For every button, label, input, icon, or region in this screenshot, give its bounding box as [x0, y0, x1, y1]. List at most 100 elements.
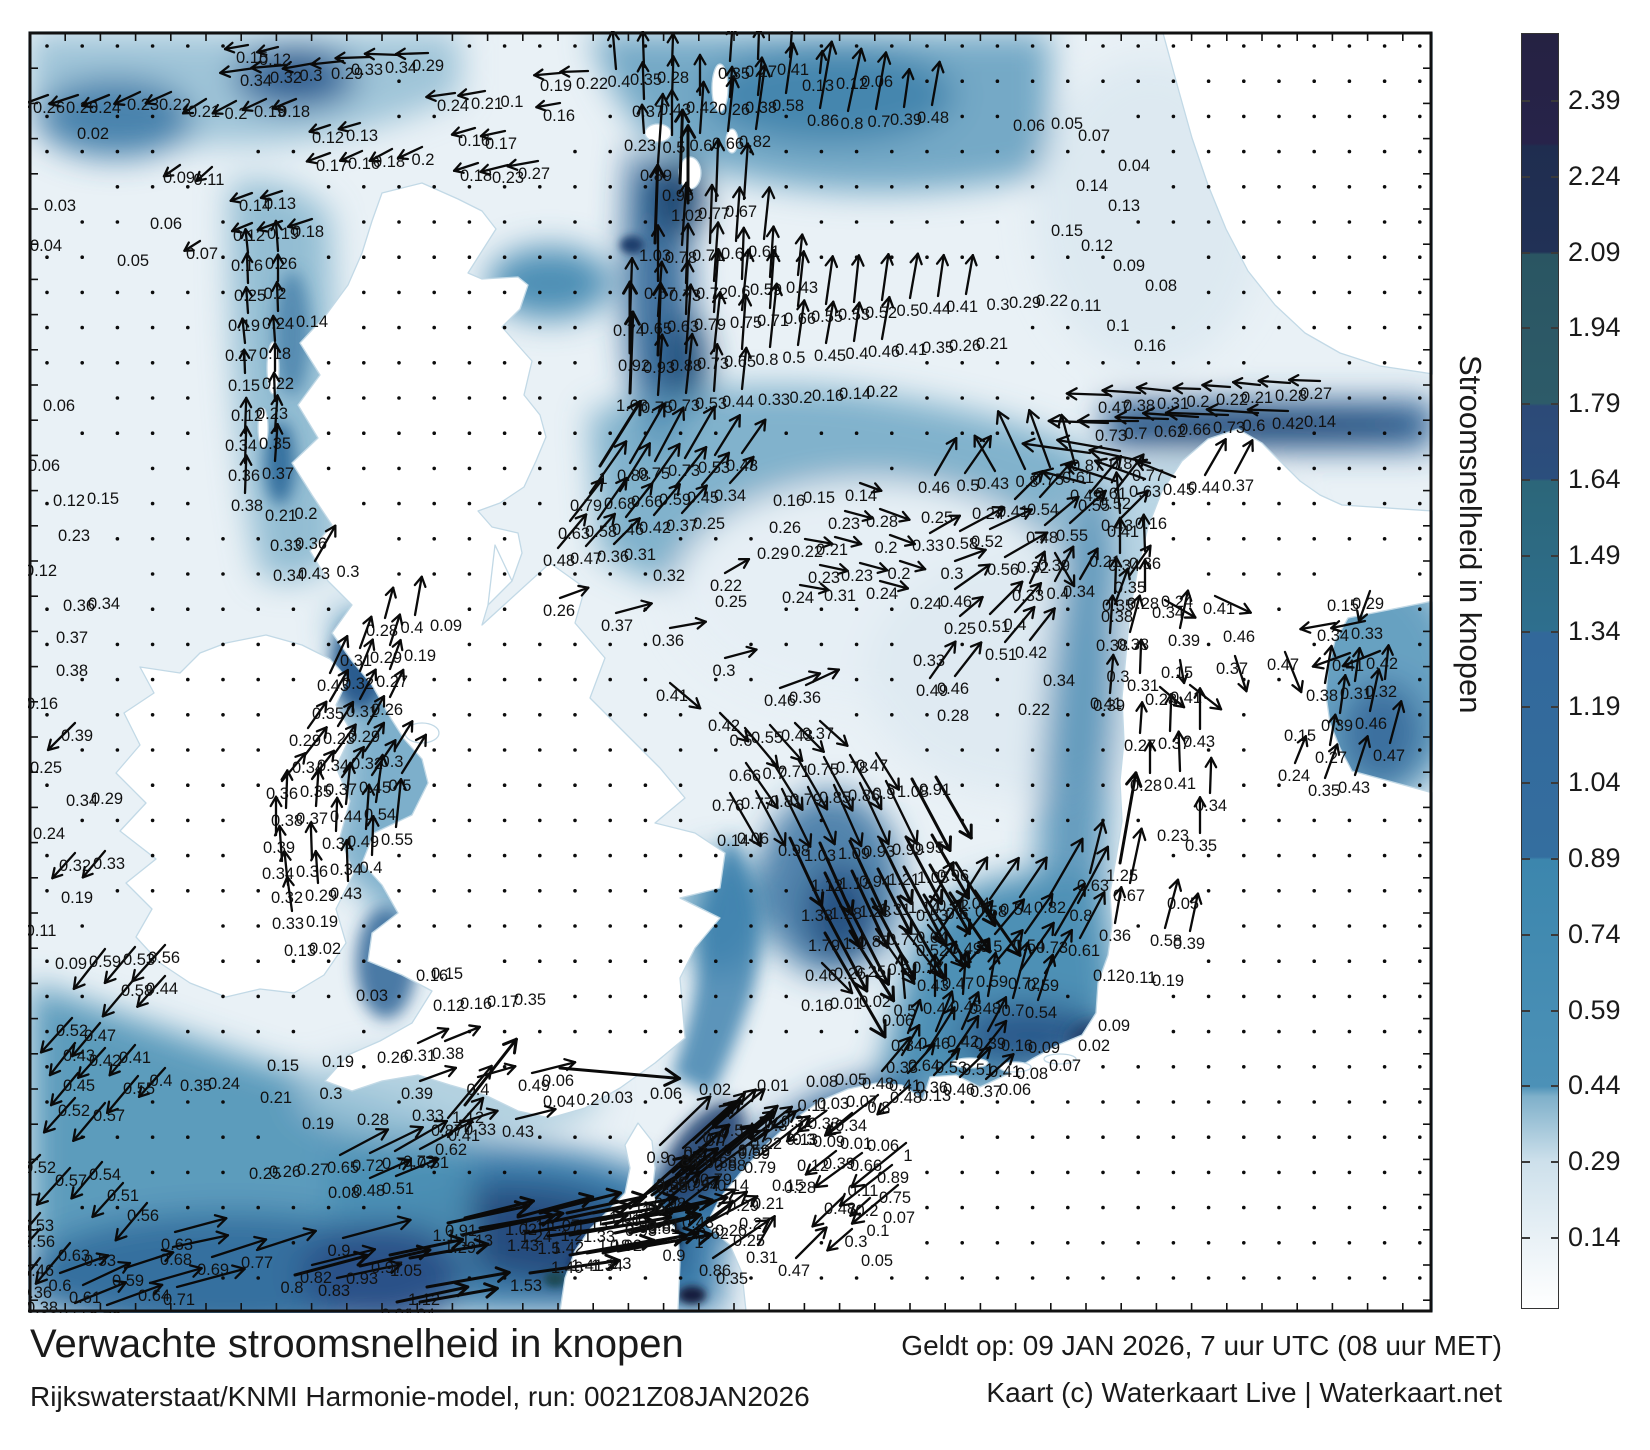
copyright-text: Kaart (c) Waterkaart Live | Waterkaart.n… [986, 1377, 1502, 1408]
colorbar-tick-mark [1522, 175, 1530, 178]
current-value-label: 0.22 [1036, 292, 1068, 310]
current-value-label: 0.8 [841, 115, 864, 133]
current-value-label: 0.44 [1188, 479, 1220, 497]
current-value-label: 0.06 [1013, 117, 1045, 135]
current-value-label: 1.3 [609, 1255, 632, 1273]
current-value-label: 0.21 [976, 335, 1008, 353]
land-norway [1162, 32, 1433, 375]
current-value-label: 1.34 [591, 1257, 623, 1275]
current-value-label: 0.15 [267, 1057, 299, 1075]
current-value-label: 0.12 [797, 1157, 829, 1175]
current-value-label: 0.83 [318, 1282, 350, 1300]
current-value-label: 0.35 [922, 339, 954, 357]
current-value-label: 0.21 [188, 103, 220, 121]
current-value-label: 0.62 [435, 1141, 467, 1159]
current-value-label: 0.48 [917, 109, 949, 127]
current-value-label: 0.45 [63, 1077, 95, 1095]
current-value-label: 0.44 [146, 980, 178, 998]
current-value-label: 0.7 [1002, 1002, 1025, 1020]
current-value-label: 0.26 [269, 1163, 301, 1181]
current-value-label: 1.23 [859, 903, 891, 921]
colorbar-tick-mark [1522, 630, 1530, 633]
land-ireland [115, 634, 355, 998]
current-value-label: 0.36 [1099, 927, 1131, 945]
current-value-label: 0.33 [758, 391, 790, 409]
current-value-label: 0.82 [300, 1269, 332, 1287]
current-value-label: 0.24 [208, 1075, 240, 1093]
current-value-label: 0.79 [790, 791, 822, 809]
current-value-label: 0.47 [1373, 747, 1405, 765]
current-value-label: 0.21 [752, 1195, 784, 1213]
current-value-label: 0.86 [807, 112, 839, 130]
current-value-label: 0.37 [56, 629, 88, 647]
current-value-label: 0.25 [944, 620, 976, 638]
current-value-label: 0.57 [93, 1107, 125, 1125]
current-value-label: 0.36 [296, 863, 328, 881]
current-value-label: 0.37 [1222, 477, 1254, 495]
colorbar-tick-mark [1522, 933, 1530, 936]
current-value-label: 0.41 [895, 341, 927, 359]
colorbar-tick-mark [1522, 403, 1530, 406]
current-value-label: 1.02 [671, 207, 703, 225]
current-value-label: 0.66 [712, 135, 744, 153]
colorbar-tick-mark [1551, 403, 1559, 406]
current-value-label: 0.41 [448, 1127, 480, 1145]
current-value-label: 0.07 [1078, 127, 1110, 145]
current-value-label: 0.4 [1004, 616, 1027, 634]
current-value-label: 0.78 [836, 759, 868, 777]
current-value-label: 0.38 [1101, 608, 1133, 626]
current-value-label: 0.5 [897, 302, 920, 320]
current-value-label: 0.24 [1278, 767, 1310, 785]
current-value-label: 0.2 [295, 505, 318, 523]
current-value-label: 0.28 [866, 513, 898, 531]
current-value-label: 0.24 [782, 589, 814, 607]
current-value-label: 0.08 [806, 1073, 838, 1091]
colorbar-tick-mark [1522, 251, 1530, 254]
current-value-label: 0.77 [1132, 467, 1164, 485]
current-value-label: 0.16 [1134, 337, 1166, 355]
current-value-label: 0.42 [708, 717, 740, 735]
current-value-label: 0.38 [231, 497, 263, 515]
current-value-label: 0.26 [949, 337, 981, 355]
current-value-label: 0.35 [630, 71, 662, 89]
current-value-label: 0.41 [1170, 689, 1202, 707]
current-value-label: 0.38 [1123, 397, 1155, 415]
current-value-label: 0.06 [43, 397, 75, 415]
current-value-label: 0.4 [401, 619, 424, 637]
current-value-label: 0.65 [724, 353, 756, 371]
current-value-label: 0.27 [1300, 385, 1332, 403]
current-map-canvas: 0.26 0.250.24 0.23 0.220.020.21 0.2 0.190.180… [28, 31, 1433, 1313]
current-value-label: 0.36 [789, 689, 821, 707]
current-value-label: 0.63 [667, 318, 699, 336]
current-value-label: 0.63 [58, 1247, 90, 1265]
current-value-label: 0.29 [370, 649, 402, 667]
current-value-label: 0.16 [460, 995, 492, 1013]
current-value-label: 0.42 [1366, 655, 1398, 673]
current-value-label: 0.51 [978, 618, 1010, 636]
current-value-label: 0.15 [1284, 727, 1316, 745]
current-value-label: 0.51 [962, 1061, 994, 1079]
current-value-label: 0.15 [228, 377, 260, 395]
current-value-label: 0.2 [790, 389, 813, 407]
current-value-label: 0.33 [272, 915, 304, 933]
current-value-label: 0.45 [359, 779, 391, 797]
current-value-label: 0.35 [718, 65, 750, 83]
current-value-label: 0.33 [270, 537, 302, 555]
current-value-label: 0.15 [1051, 222, 1083, 240]
colorbar-tick-mark [1522, 327, 1530, 330]
current-value-label: 0.08 [1145, 277, 1177, 295]
colorbar-tick-mark [1522, 479, 1530, 481]
current-value-label: 0.15 [1161, 664, 1193, 682]
colorbar-tick-label: 1.49 [1568, 539, 1621, 570]
current-value-label: 0.41 [656, 687, 688, 705]
current-value-label: 0.26 [265, 255, 297, 273]
current-value-label: 0.25 [715, 593, 747, 611]
current-value-label: 1.79 [808, 937, 840, 955]
current-value-label: 0.92 [618, 357, 650, 375]
current-value-label: 1.31 [879, 901, 911, 919]
current-value-label: 0.48 [862, 1075, 894, 1093]
footer-right: Geldt op: 09 JAN 2026, 7 uur UTC (08 uur… [742, 1330, 1502, 1409]
current-value-label: 0.33 [808, 1115, 840, 1133]
current-value-label: 0.21 [265, 507, 297, 525]
current-value-label: 0.39 [1093, 697, 1125, 715]
